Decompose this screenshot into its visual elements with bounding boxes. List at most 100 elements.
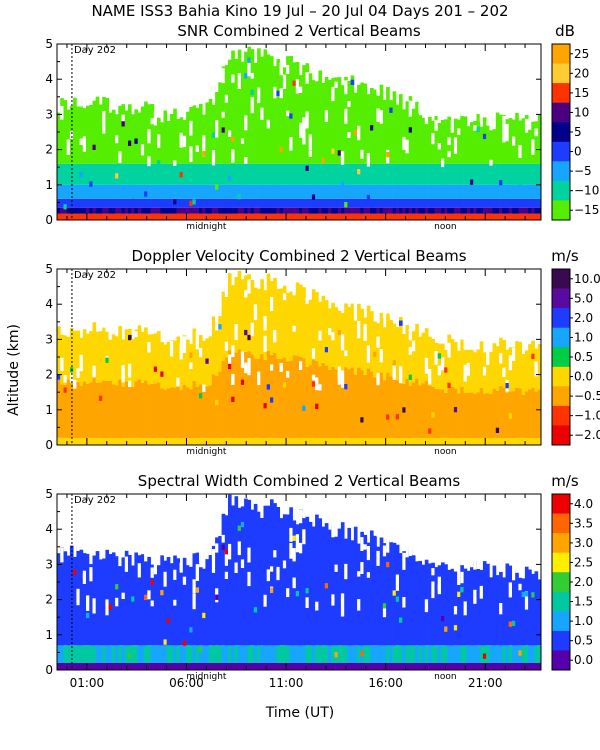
data-cell	[228, 438, 232, 445]
data-cell	[382, 207, 387, 214]
data-gap	[105, 599, 110, 616]
data-cell	[444, 163, 448, 185]
data-gap	[328, 328, 332, 336]
data-gap	[524, 119, 529, 133]
data-cell	[295, 645, 300, 663]
data-cell	[292, 645, 297, 663]
data-cell	[505, 198, 510, 208]
data-cell	[160, 342, 164, 389]
data-cell	[218, 135, 222, 164]
data-cell	[460, 387, 464, 438]
data-speckle	[131, 198, 135, 205]
data-speckle	[160, 590, 164, 596]
data-cell	[421, 663, 426, 670]
data-cell	[324, 184, 329, 199]
data-speckle	[137, 328, 142, 334]
data-speckle	[189, 352, 193, 358]
data-gap	[57, 65, 61, 78]
data-cell	[334, 307, 339, 370]
data-speckle	[115, 173, 119, 179]
data-cell	[289, 438, 293, 445]
data-cell	[321, 83, 326, 136]
data-cell	[524, 184, 529, 199]
data-gap	[344, 350, 348, 357]
data-cell	[411, 382, 416, 438]
data-cell	[402, 213, 406, 220]
data-gap	[115, 597, 119, 607]
data-cell	[389, 645, 393, 663]
data-gap	[450, 84, 455, 93]
data-cell	[270, 163, 274, 185]
data-cell	[460, 564, 464, 646]
data-gap	[179, 343, 184, 360]
data-cell	[237, 49, 242, 136]
data-cell	[460, 163, 464, 185]
data-cell	[182, 557, 187, 646]
data-cell	[366, 213, 371, 220]
data-gap	[182, 135, 187, 148]
data-cell	[370, 530, 374, 646]
data-gap	[202, 384, 206, 392]
data-cell	[137, 555, 142, 646]
data-cell	[476, 114, 481, 136]
data-cell	[95, 198, 100, 208]
data-cell	[108, 163, 113, 185]
data-cell	[282, 357, 287, 438]
data-cell	[531, 207, 535, 214]
data-cell	[118, 379, 122, 438]
data-cell	[192, 163, 197, 185]
data-cell	[286, 56, 290, 136]
data-cell	[370, 163, 374, 185]
data-cell	[521, 354, 526, 395]
data-cell	[315, 663, 319, 670]
data-cell	[215, 92, 219, 136]
data-cell	[82, 663, 87, 670]
data-speckle	[508, 621, 513, 627]
data-speckle	[205, 358, 210, 364]
data-cell	[441, 207, 445, 214]
data-cell	[102, 135, 106, 164]
data-cell	[73, 663, 77, 670]
y-tick-label: 0	[45, 213, 53, 227]
data-cell	[337, 438, 342, 445]
data-cell	[534, 571, 539, 646]
data-cell	[347, 163, 352, 185]
data-cell	[163, 438, 168, 445]
data-cell	[353, 374, 358, 438]
data-gap	[137, 563, 142, 578]
data-speckle	[163, 639, 168, 645]
data-gap	[150, 567, 155, 578]
data-gap	[211, 269, 216, 287]
data-gap	[386, 60, 390, 68]
data-cell	[292, 207, 297, 214]
data-cell	[186, 645, 190, 663]
data-cell	[176, 118, 181, 136]
data-cell	[428, 213, 432, 220]
data-cell	[331, 366, 335, 438]
data-cell	[173, 438, 177, 445]
data-speckle	[395, 596, 400, 602]
data-cell	[286, 645, 290, 663]
data-gap	[179, 132, 184, 148]
data-cell	[163, 645, 168, 663]
data-cell	[176, 207, 181, 214]
data-speckle	[476, 126, 481, 133]
data-cell	[431, 184, 435, 199]
data-cell	[131, 386, 135, 438]
data-cell	[234, 207, 239, 214]
data-cell	[408, 337, 413, 386]
data-gap	[334, 564, 339, 572]
data-cell	[157, 438, 161, 445]
data-cell	[192, 105, 197, 136]
data-cell	[528, 163, 532, 185]
data-cell	[518, 577, 523, 646]
data-gap	[357, 599, 361, 611]
data-cell	[315, 198, 319, 208]
data-cell	[182, 335, 187, 385]
data-cell	[302, 438, 306, 445]
data-gap	[402, 597, 406, 608]
data-cell	[279, 163, 284, 185]
colorbar-label: −0.5	[574, 389, 600, 403]
data-cell	[479, 341, 484, 388]
data-cell	[534, 198, 539, 208]
